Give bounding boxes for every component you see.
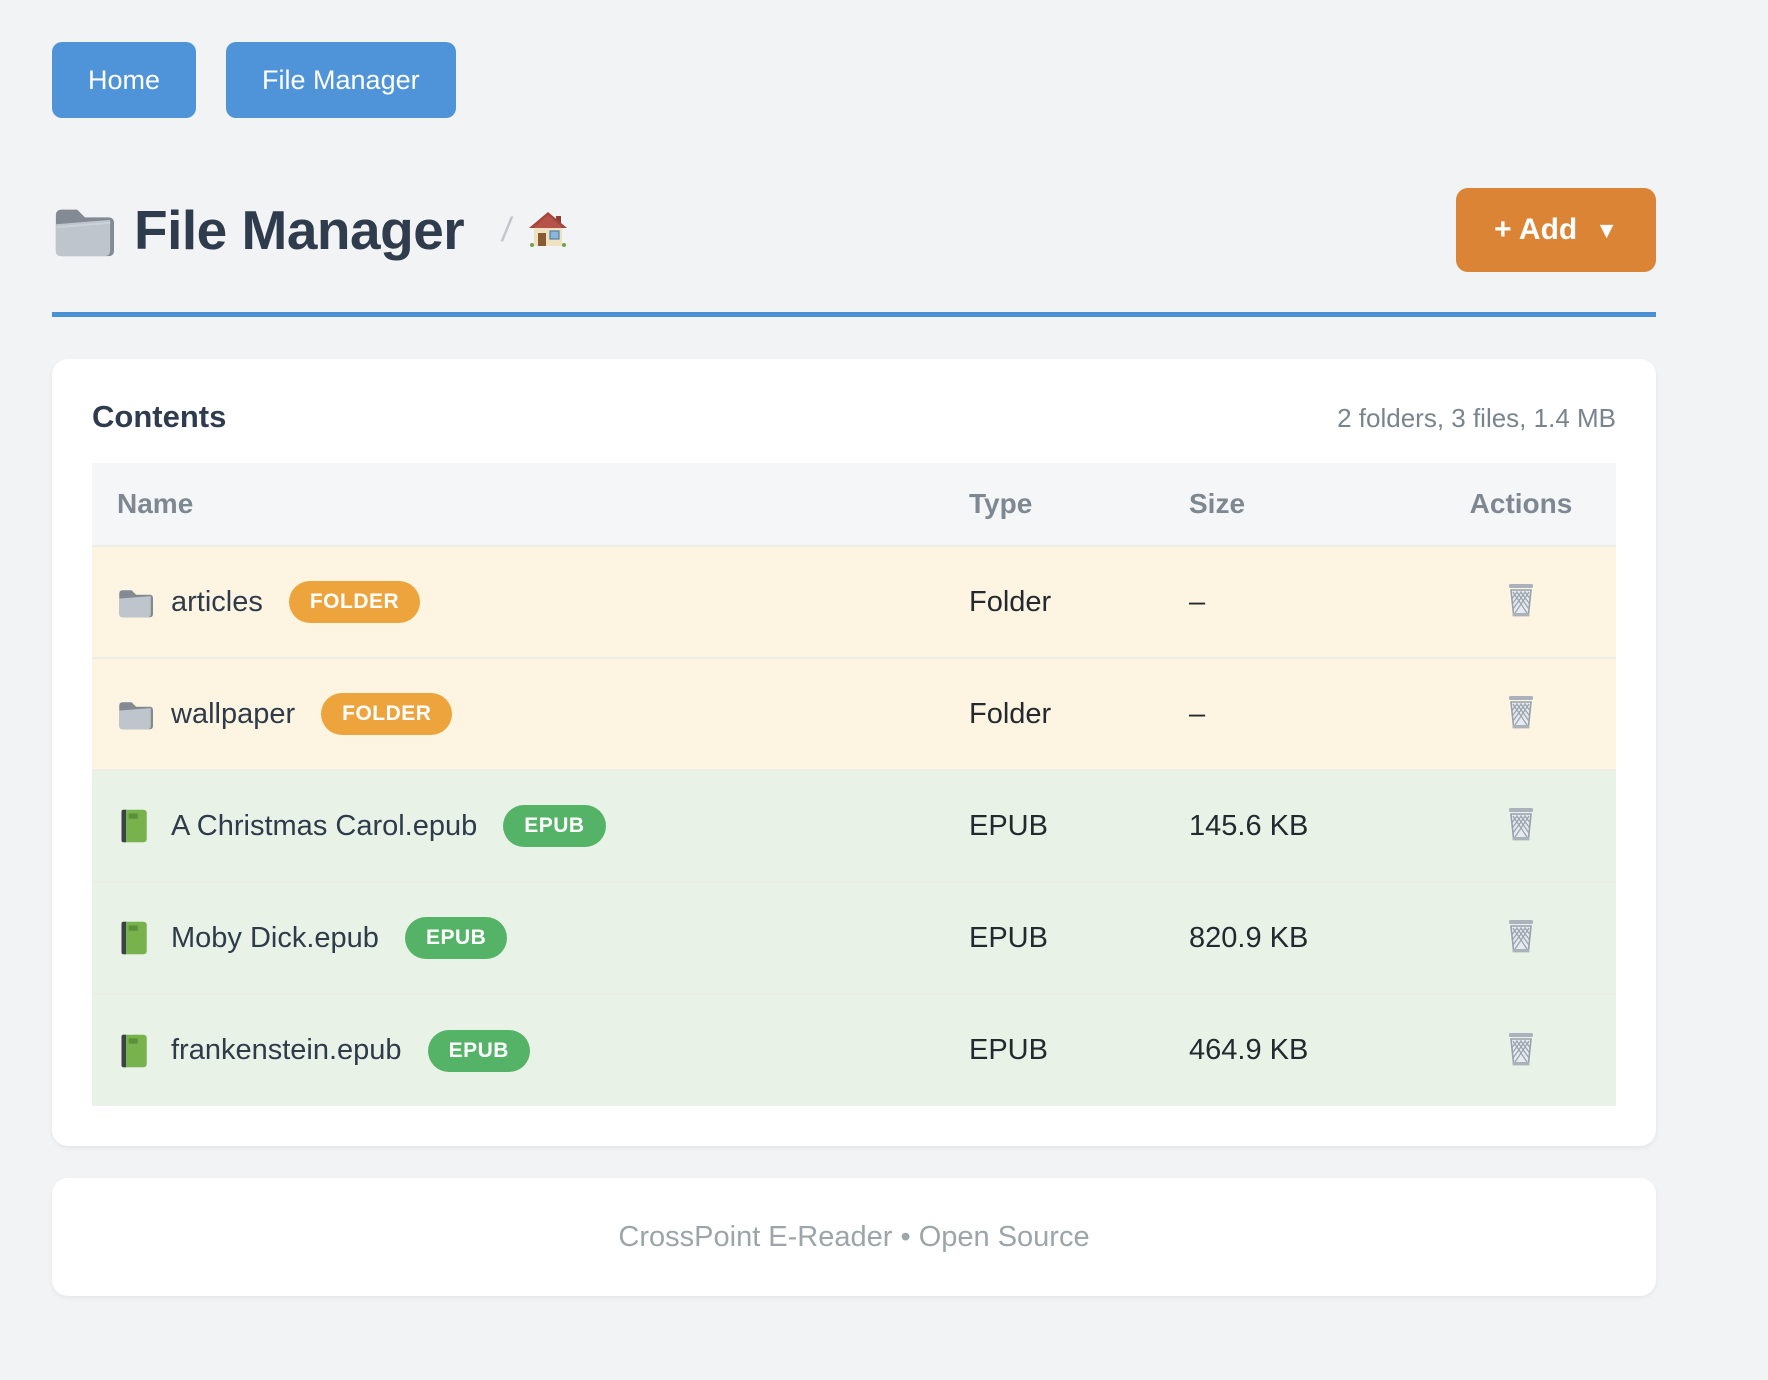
top-nav: Home File Manager — [52, 42, 1656, 118]
page-title: File Manager — [134, 199, 465, 261]
file-table-header: Name Type Size Actions — [92, 463, 1616, 546]
green-book-icon — [121, 809, 148, 843]
contents-card: Contents 2 folders, 3 files, 1.4 MB Name… — [52, 359, 1656, 1146]
page-header: File Manager / + Add ▼ — [52, 188, 1656, 272]
type-badge: EPUB — [503, 805, 606, 847]
table-row[interactable]: wallpaper FOLDER Folder – — [92, 657, 1616, 770]
contents-summary: 2 folders, 3 files, 1.4 MB — [1337, 403, 1616, 433]
trash-icon — [1509, 920, 1533, 953]
table-row[interactable]: A Christmas Carol.epub EPUB EPUB 145.6 K… — [92, 769, 1616, 882]
nav-file-manager-button[interactable]: File Manager — [226, 42, 456, 118]
folder-icon — [119, 702, 153, 730]
type-badge: FOLDER — [321, 693, 453, 735]
green-book-icon — [121, 1034, 148, 1067]
file-type: EPUB — [944, 881, 1164, 994]
file-table-body: articles FOLDER Folder – — [92, 545, 1616, 1106]
column-header-size: Size — [1164, 463, 1426, 546]
type-badge: EPUB — [427, 1029, 530, 1072]
file-size: – — [1164, 657, 1426, 770]
green-book-icon — [121, 921, 148, 955]
add-button[interactable]: + Add ▼ — [1456, 188, 1656, 272]
add-button-label: + Add — [1494, 213, 1578, 246]
file-name[interactable]: wallpaper — [171, 697, 296, 730]
table-row[interactable]: frankenstein.epub EPUB EPUB 464.9 KB — [92, 993, 1616, 1106]
trash-icon — [1509, 696, 1533, 729]
caret-down-icon: ▼ — [1595, 216, 1618, 243]
column-header-type: Type — [944, 463, 1164, 546]
breadcrumb-separator: / — [499, 210, 515, 249]
file-name[interactable]: Moby Dick.epub — [171, 921, 379, 954]
file-manager-page: Home File Manager File Manager / + Add ▼ — [52, 0, 1656, 1296]
table-row[interactable]: Moby Dick.epub EPUB EPUB 820.9 KB — [92, 881, 1616, 994]
file-table: Name Type Size Actions ar — [92, 463, 1616, 1106]
table-row[interactable]: articles FOLDER Folder – — [92, 545, 1616, 658]
type-badge: FOLDER — [288, 581, 421, 623]
delete-button[interactable] — [1498, 1026, 1544, 1072]
folder-icon — [119, 590, 153, 618]
delete-button[interactable] — [1498, 689, 1544, 735]
file-type: Folder — [944, 657, 1164, 770]
file-size: 145.6 KB — [1164, 769, 1426, 882]
trash-icon — [1509, 1032, 1533, 1065]
file-size: – — [1164, 545, 1426, 658]
file-type: EPUB — [944, 769, 1164, 882]
delete-button[interactable] — [1498, 801, 1544, 847]
home-icon[interactable] — [528, 210, 568, 250]
contents-title: Contents — [92, 399, 227, 434]
delete-button[interactable] — [1498, 577, 1544, 623]
file-name[interactable]: frankenstein.epub — [171, 1034, 402, 1066]
file-size: 820.9 KB — [1164, 881, 1426, 994]
footer: CrossPoint E-Reader • Open Source — [52, 1178, 1656, 1296]
file-type: Folder — [944, 545, 1164, 658]
folder-icon — [55, 209, 114, 257]
nav-home-button[interactable]: Home — [52, 42, 197, 118]
file-type: EPUB — [944, 993, 1164, 1106]
file-name[interactable]: A Christmas Carol.epub — [171, 809, 478, 842]
trash-icon — [1509, 808, 1533, 841]
delete-button[interactable] — [1498, 913, 1544, 959]
contents-card-header: Contents 2 folders, 3 files, 1.4 MB — [92, 399, 1616, 435]
title-underline — [52, 312, 1656, 317]
column-header-actions: Actions — [1426, 463, 1616, 546]
footer-text: CrossPoint E-Reader • Open Source — [618, 1220, 1090, 1253]
file-size: 464.9 KB — [1164, 993, 1426, 1106]
file-name[interactable]: articles — [171, 585, 263, 618]
column-header-name: Name — [92, 463, 944, 546]
type-badge: EPUB — [404, 917, 508, 959]
trash-icon — [1509, 584, 1533, 617]
